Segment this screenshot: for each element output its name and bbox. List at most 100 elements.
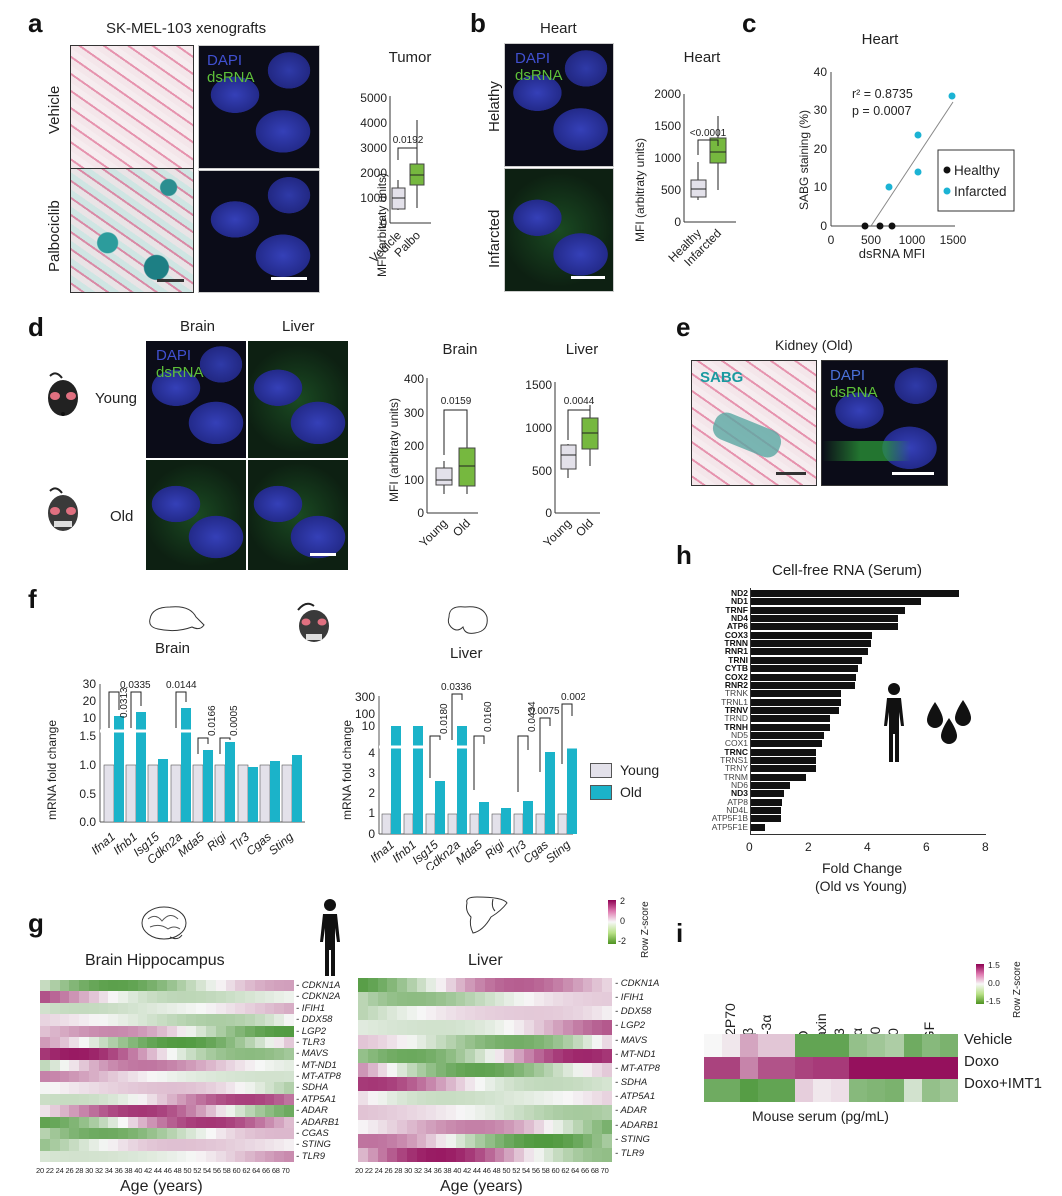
panel-letter-g: g: [28, 908, 44, 938]
bar: [750, 773, 807, 781]
svg-text:500: 500: [661, 183, 681, 197]
svg-text:0.0144: 0.0144: [166, 680, 197, 691]
gene-label: - ADARB1: [615, 1119, 659, 1131]
bar: [750, 640, 871, 648]
svg-text:Liver: Liver: [566, 341, 599, 358]
svg-text:0: 0: [828, 233, 835, 247]
gene-label: - ADAR: [615, 1105, 647, 1117]
svg-text:1500: 1500: [654, 119, 681, 133]
gene-label: - MT-ND1: [615, 1048, 656, 1060]
col-label-brain: Brain: [180, 318, 216, 335]
heart-healthy-image: DAPI dsRNA: [504, 43, 614, 167]
heatmap-row: [358, 1020, 612, 1035]
tumor-boxplot: Tumor MFI (arbitraty units) 0 1000 2000 …: [360, 49, 431, 277]
gene-label: - IFIH1: [296, 1002, 326, 1014]
svg-text:200: 200: [404, 439, 424, 453]
svg-text:10: 10: [362, 719, 376, 733]
svg-text:30: 30: [814, 103, 828, 117]
row-label-healthy: Helathy: [486, 81, 503, 132]
dsrna-label: dsRNA: [515, 67, 563, 84]
svg-text:MFI (arbitraty units): MFI (arbitraty units): [633, 138, 647, 242]
svg-text:0: 0: [674, 215, 681, 229]
svg-text:1.5: 1.5: [79, 729, 96, 743]
gene-label: TRNH: [724, 721, 748, 732]
gene-label: ATP5F1E: [711, 821, 748, 832]
svg-text:300: 300: [404, 406, 424, 420]
svg-text:0: 0: [368, 827, 375, 841]
heatmap-row: [358, 992, 612, 1007]
liver-icon: [443, 603, 493, 639]
x-tick-2: 2: [805, 840, 812, 854]
gene-label: - STING: [615, 1133, 650, 1145]
gene-label: TRNL1: [721, 696, 748, 707]
svg-text:0.0336: 0.0336: [441, 682, 472, 693]
panel-e-title: Kidney (Old): [775, 337, 853, 353]
bar: [750, 790, 784, 798]
svg-text:Sting: Sting: [543, 837, 573, 866]
dapi-label: DAPI: [830, 367, 866, 384]
brain-liver-boxplots: Brain Liver MFI (arbitraty units) 0 100 …: [387, 341, 600, 550]
bar: [750, 673, 857, 681]
f-legend: Young Old: [590, 762, 659, 800]
bar: [750, 656, 863, 664]
svg-text:Heart: Heart: [862, 31, 900, 48]
fluorescence-vehicle-image: DAPI dsRNA: [198, 45, 320, 169]
mouse-young-icon: [42, 370, 82, 422]
svg-text:1000: 1000: [654, 151, 681, 165]
row-label-palbociclib: Palbociclib: [46, 200, 63, 272]
x-tick-0: 0: [746, 840, 753, 854]
svg-text:0: 0: [417, 506, 424, 520]
dsrna-label: dsRNA: [830, 384, 878, 401]
svg-text:<0.0001: <0.0001: [690, 128, 727, 139]
svg-text:MFI (arbitraty units): MFI (arbitraty units): [375, 173, 389, 277]
histology-vehicle-image: [70, 45, 194, 169]
svg-text:3000: 3000: [360, 141, 387, 155]
kidney-fluorescence-image: DAPI dsRNA: [821, 360, 948, 486]
h-xlabel-2: (Old vs Young): [815, 878, 907, 894]
svg-text:0: 0: [380, 216, 387, 230]
svg-text:20: 20: [83, 694, 97, 708]
svg-text:500: 500: [861, 233, 881, 247]
gene-label: ATP6: [726, 621, 748, 632]
svg-text:Mda5: Mda5: [453, 837, 485, 867]
human-silhouette-g-icon: [318, 898, 342, 978]
svg-text:Heart: Heart: [684, 49, 722, 66]
svg-text:2000: 2000: [360, 166, 387, 180]
gene-label: - MAVS: [615, 1034, 648, 1046]
bar: [750, 815, 781, 823]
colorbar-label: Row Z-score: [640, 901, 651, 958]
heatmap-row: [40, 1127, 294, 1140]
bar: [750, 757, 817, 764]
human-silhouette-icon: [882, 682, 906, 764]
svg-text:Brain: Brain: [442, 341, 477, 358]
gene-label: - DDX58: [615, 1006, 652, 1018]
svg-text:Old: Old: [450, 516, 473, 539]
row-label-doxo: Doxo: [964, 1053, 1000, 1070]
row-label-young: Young: [95, 390, 137, 407]
svg-text:0.0180: 0.0180: [439, 703, 450, 734]
bar: [750, 723, 830, 731]
heatmap-row: [40, 1093, 294, 1106]
cfrna-bar-chart: ND2 ND1 TRNF ND4 ATP6 COX3 TRNN RNR1 TRNI CYTB COX…: [690, 588, 990, 860]
panel-letter-f: f: [28, 584, 37, 614]
scale-bar: [892, 472, 934, 475]
blood-drops-icon: [925, 700, 975, 750]
x-tick-6: 6: [923, 840, 930, 854]
heatmap-row: [40, 1036, 294, 1049]
svg-text:2: 2: [368, 786, 375, 800]
bar: [750, 590, 960, 597]
svg-text:0.0192: 0.0192: [393, 135, 424, 146]
legend-healthy: Healthy: [954, 163, 1000, 178]
bar: [750, 690, 842, 698]
heatmap-row: [40, 1059, 294, 1071]
gene-label: - TLR3: [296, 1036, 326, 1048]
svg-text:4000: 4000: [360, 116, 387, 130]
bar: [750, 606, 905, 614]
fluorescence-palbociclib-image: [198, 170, 320, 293]
col-label-liver: Liver: [282, 318, 315, 335]
brain-drawing-icon: [140, 905, 190, 945]
g-liver-title: Liver: [468, 952, 503, 969]
scale-bar: [776, 472, 806, 475]
row-label-doxo-imt1: Doxo+IMT1: [964, 1075, 1042, 1092]
heatmap-row: [358, 1048, 612, 1063]
